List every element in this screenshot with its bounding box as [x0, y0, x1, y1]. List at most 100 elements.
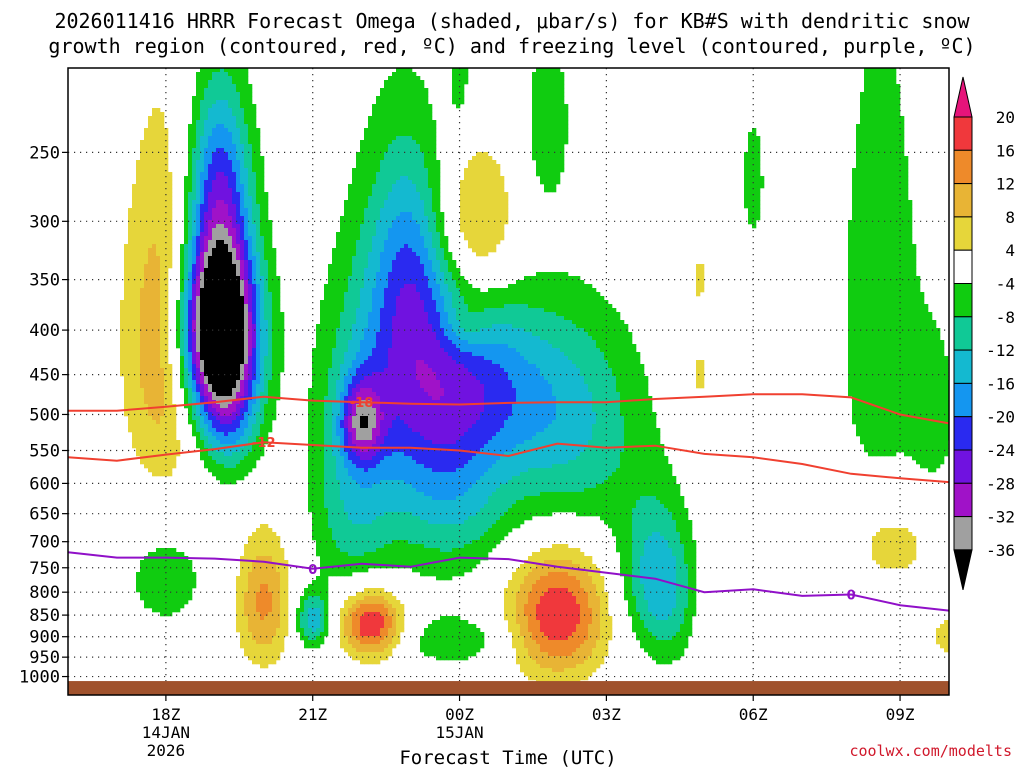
omega-cell	[344, 536, 349, 541]
omega-cell	[344, 440, 349, 445]
omega-cell	[332, 344, 337, 349]
omega-cell	[256, 136, 261, 141]
omega-cell	[232, 424, 237, 429]
omega-cell	[260, 236, 265, 241]
omega-cell	[328, 460, 333, 465]
omega-cell	[308, 484, 313, 489]
omega-cell	[340, 480, 345, 485]
omega-cell	[120, 308, 125, 313]
omega-cell	[156, 552, 161, 557]
omega-cell	[200, 220, 205, 225]
omega-cell	[224, 180, 229, 185]
omega-cell	[312, 504, 317, 509]
omega-cell	[340, 496, 345, 501]
omega-cell	[160, 192, 165, 197]
omega-cell	[260, 232, 265, 237]
omega-cell	[284, 628, 289, 633]
omega-cell	[128, 212, 133, 217]
omega-cell	[268, 612, 273, 617]
omega-cell	[256, 388, 261, 393]
omega-cell	[140, 320, 145, 325]
omega-cell	[252, 308, 257, 313]
omega-cell	[144, 560, 149, 565]
omega-cell	[260, 436, 265, 441]
omega-cell	[204, 240, 209, 245]
omega-cell	[264, 340, 269, 345]
omega-cell	[236, 360, 241, 365]
omega-cell	[332, 508, 337, 513]
omega-cell	[224, 376, 229, 381]
omega-cell	[316, 636, 321, 641]
omega-cell	[340, 624, 345, 629]
omega-cell	[132, 264, 137, 269]
omega-cell	[260, 540, 265, 545]
omega-cell	[356, 432, 361, 437]
omega-cell	[340, 616, 345, 621]
omega-cell	[256, 444, 261, 449]
omega-cell	[224, 92, 229, 97]
omega-cell	[308, 500, 313, 505]
omega-cell	[340, 260, 345, 265]
omega-cell	[208, 232, 213, 237]
omega-cell	[180, 332, 185, 337]
omega-cell	[264, 276, 269, 281]
omega-cell	[280, 324, 285, 329]
omega-cell	[316, 460, 321, 465]
omega-cell	[140, 388, 145, 393]
omega-cell	[184, 232, 189, 237]
omega-cell	[200, 128, 205, 133]
omega-cell	[264, 248, 269, 253]
omega-cell	[336, 316, 341, 321]
omega-cell	[260, 600, 265, 605]
omega-cell	[244, 432, 249, 437]
omega-cell	[248, 252, 253, 257]
omega-cell	[248, 384, 253, 389]
omega-cell	[268, 400, 273, 405]
omega-cell	[204, 224, 209, 229]
omega-cell	[216, 80, 221, 85]
omega-cell	[352, 532, 357, 537]
omega-cell	[132, 424, 137, 429]
omega-cell	[184, 368, 189, 373]
omega-cell	[264, 556, 269, 561]
omega-cell	[236, 608, 241, 613]
omega-cell	[120, 320, 125, 325]
omega-cell	[336, 272, 341, 277]
omega-cell	[348, 220, 353, 225]
omega-cell	[132, 440, 137, 445]
omega-cell	[280, 340, 285, 345]
omega-cell	[272, 548, 277, 553]
omega-cell	[132, 420, 137, 425]
omega-cell	[304, 608, 309, 613]
omega-cell	[264, 376, 269, 381]
omega-cell	[180, 316, 185, 321]
omega-cell	[260, 296, 265, 301]
omega-cell	[208, 120, 213, 125]
omega-cell	[180, 356, 185, 361]
omega-cell	[360, 284, 365, 289]
omega-cell	[328, 572, 333, 577]
omega-cell	[144, 324, 149, 329]
omega-cell	[124, 312, 129, 317]
omega-cell	[224, 312, 229, 317]
omega-cell	[240, 80, 245, 85]
omega-cell	[264, 252, 269, 257]
omega-cell	[244, 392, 249, 397]
omega-cell	[192, 208, 197, 213]
omega-cell	[232, 364, 237, 369]
omega-cell	[352, 368, 357, 373]
omega-cell	[220, 420, 225, 425]
omega-cell	[144, 580, 149, 585]
omega-cell	[244, 376, 249, 381]
omega-cell	[320, 452, 325, 457]
omega-cell	[208, 332, 213, 337]
omega-cell	[192, 584, 197, 589]
omega-cell	[172, 412, 177, 417]
omega-cell	[248, 380, 253, 385]
omega-cell	[196, 76, 201, 81]
omega-cell	[184, 176, 189, 181]
omega-cell	[352, 264, 357, 269]
omega-cell	[248, 468, 253, 473]
omega-cell	[316, 552, 321, 557]
omega-cell	[144, 384, 149, 389]
